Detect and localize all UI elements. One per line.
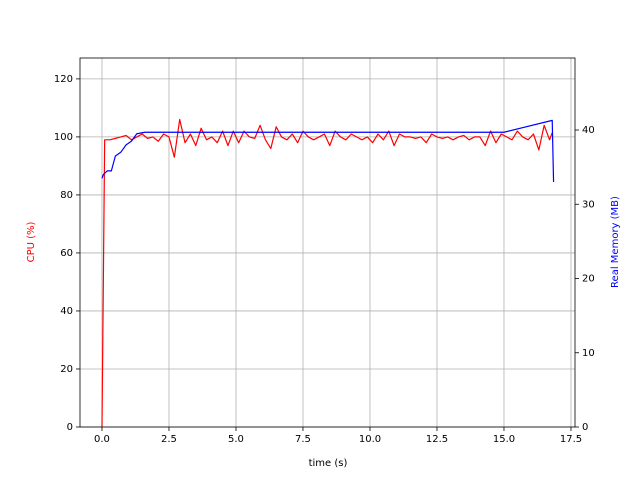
- y2-tick-label: 0: [582, 422, 588, 433]
- y-tick-label: 80: [60, 190, 73, 201]
- x-tick-label: 12.5: [426, 434, 448, 445]
- y-tick-label: 60: [60, 248, 73, 259]
- y2-tick-label: 10: [582, 348, 595, 359]
- y-tick-label: 20: [60, 364, 73, 375]
- y2-tick-label: 20: [582, 274, 595, 285]
- plot-frame: [79, 57, 576, 428]
- x-tick-label: 7.5: [295, 434, 311, 445]
- x-tick-label: 0.0: [94, 434, 110, 445]
- x-tick-label: 17.5: [560, 434, 582, 445]
- x-axis-label: time (s): [309, 458, 348, 469]
- y-tick-label: 100: [54, 132, 73, 143]
- y-axis-label: CPU (%): [26, 222, 37, 263]
- x-tick-label: 2.5: [161, 434, 177, 445]
- y-tick-label: 40: [60, 306, 73, 317]
- x-tick-label: 5.0: [228, 434, 244, 445]
- x-tick-label: 10.0: [359, 434, 381, 445]
- y2-tick-label: 30: [582, 199, 595, 210]
- data-line: [101, 118, 553, 428]
- y2-tick-label: 40: [582, 125, 595, 136]
- x-tick-label: 15.0: [493, 434, 515, 445]
- data-line: [101, 119, 555, 183]
- y2-axis-label: Real Memory (MB): [610, 196, 621, 288]
- y-tick-label: 120: [54, 74, 73, 85]
- y-tick-label: 0: [67, 422, 73, 433]
